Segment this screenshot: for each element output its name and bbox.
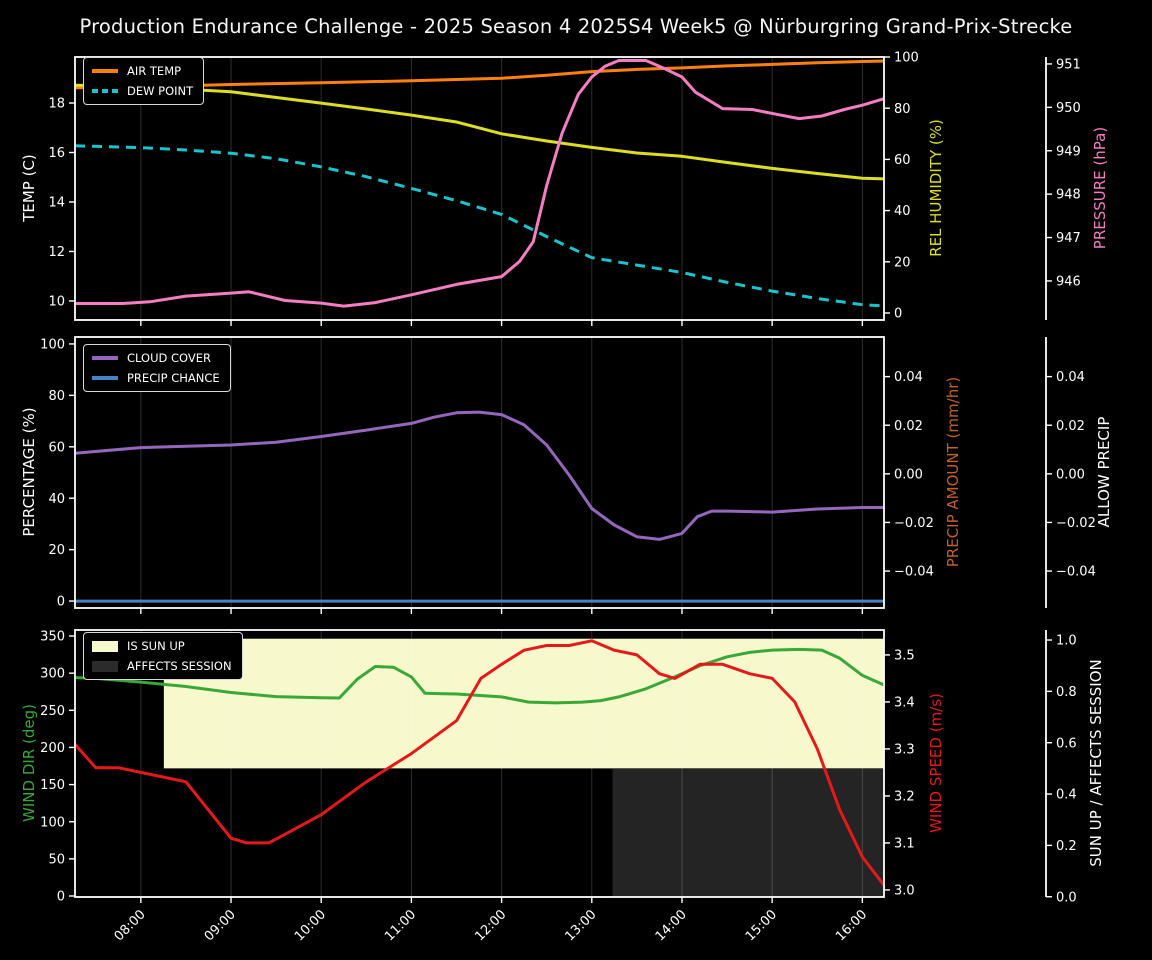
dew-point-line-swatch bbox=[92, 89, 118, 93]
tick-label: 100 bbox=[894, 51, 919, 66]
cloud-cover-line-swatch bbox=[92, 356, 118, 360]
tick-label: 3.2 bbox=[894, 789, 915, 804]
legend-label: DEW POINT bbox=[127, 84, 194, 98]
tick-label: 40 bbox=[48, 492, 65, 507]
tick-label: −0.02 bbox=[1056, 516, 1096, 531]
legend-item-dew-point: DEW POINT bbox=[92, 84, 193, 98]
legend-item-cloud-cover: CLOUD COVER bbox=[92, 351, 220, 365]
tick-label: 50 bbox=[48, 852, 65, 867]
series-pressure bbox=[75, 59, 885, 308]
figure-title: Production Endurance Challenge - 2025 Se… bbox=[79, 15, 1073, 38]
cloud-precip-panel-legend: CLOUD COVER PRECIP CHANCE bbox=[83, 344, 231, 392]
tick-label: 0.00 bbox=[1056, 467, 1085, 482]
temperature-panel-legend: AIR TEMP DEW POINT bbox=[83, 57, 205, 105]
tick-label: 0.8 bbox=[1056, 685, 1077, 700]
tick-label: −0.04 bbox=[894, 565, 934, 580]
tick-label: 0.04 bbox=[1056, 370, 1085, 385]
x-tick-label: 16:00 bbox=[833, 907, 870, 944]
is-sun-up-patch-swatch bbox=[92, 640, 118, 652]
tick-label: 18 bbox=[48, 97, 65, 112]
series-air-temp bbox=[74, 59, 885, 90]
tick-label: 80 bbox=[48, 389, 65, 404]
tick-label: 950 bbox=[1056, 101, 1081, 116]
series-wind-dir bbox=[74, 647, 885, 705]
legend-label: CLOUD COVER bbox=[127, 351, 212, 365]
tick-label: −0.04 bbox=[1056, 565, 1096, 580]
tick-label: 3.5 bbox=[894, 648, 915, 663]
tick-label: 10 bbox=[48, 294, 65, 309]
tick-label: 0.0 bbox=[1056, 890, 1077, 905]
tick-label: 0.00 bbox=[894, 467, 923, 482]
tick-label: 0.4 bbox=[1056, 788, 1077, 803]
plot-border bbox=[74, 56, 885, 321]
affects-session-patch-swatch bbox=[92, 660, 118, 672]
tick-label: 951 bbox=[1056, 57, 1081, 72]
tick-label: 350 bbox=[40, 630, 65, 645]
tick-label: 3.1 bbox=[894, 836, 915, 851]
tick-label: 300 bbox=[40, 667, 65, 682]
legend-item-affects-session: AFFECTS SESSION bbox=[92, 659, 232, 673]
series-cloud-cover bbox=[74, 410, 884, 541]
tick-label: 946 bbox=[1056, 274, 1081, 289]
plot-border bbox=[74, 336, 885, 609]
tick-label: 3.3 bbox=[894, 742, 915, 757]
tick-label: 12 bbox=[48, 245, 65, 260]
tick-label: 250 bbox=[40, 704, 65, 719]
tick-label: 947 bbox=[1056, 231, 1081, 246]
legend-label: PRECIP CHANCE bbox=[127, 371, 220, 385]
tick-label: 0.02 bbox=[1056, 419, 1085, 434]
tick-label: 80 bbox=[894, 102, 911, 117]
band-is-sun-up bbox=[163, 638, 885, 769]
wind-sun-panel-legend: IS SUN UP AFFECTS SESSION bbox=[83, 632, 243, 680]
tick-label: 0 bbox=[57, 890, 65, 905]
tick-label: 60 bbox=[894, 153, 911, 168]
tick-label: 3.0 bbox=[894, 883, 915, 898]
tick-label: 20 bbox=[48, 543, 65, 558]
x-tick-label: 14:00 bbox=[653, 907, 690, 944]
plot-border bbox=[74, 629, 885, 898]
tick-label: 100 bbox=[40, 337, 65, 352]
x-tick-label: 09:00 bbox=[202, 907, 239, 944]
legend-label: AIR TEMP bbox=[127, 64, 182, 78]
x-tick-label: 10:00 bbox=[292, 907, 329, 944]
tick-label: 0.6 bbox=[1056, 736, 1077, 751]
tick-label: 1.0 bbox=[1056, 634, 1077, 649]
legend-item-air-temp: AIR TEMP bbox=[92, 64, 193, 78]
tick-label: 948 bbox=[1056, 188, 1081, 203]
x-tick-label: 12:00 bbox=[472, 907, 509, 944]
tick-label: 0.02 bbox=[894, 419, 923, 434]
tick-label: 16 bbox=[48, 146, 65, 161]
band-affects-session bbox=[612, 768, 884, 897]
x-tick-label: 11:00 bbox=[382, 907, 419, 944]
tick-label: 20 bbox=[894, 255, 911, 270]
tick-label: 150 bbox=[40, 778, 65, 793]
series-dew-point bbox=[74, 144, 885, 308]
legend-label: AFFECTS SESSION bbox=[127, 659, 232, 673]
legend-label: IS SUN UP bbox=[127, 639, 185, 653]
x-tick-label: 13:00 bbox=[563, 907, 600, 944]
x-tick-label: 08:00 bbox=[112, 907, 149, 944]
tick-label: 60 bbox=[48, 440, 65, 455]
tick-label: 949 bbox=[1056, 144, 1081, 159]
x-tick-label: 15:00 bbox=[743, 907, 780, 944]
legend-item-is-sun-up: IS SUN UP bbox=[92, 639, 232, 653]
legend-item-precip-chance: PRECIP CHANCE bbox=[92, 371, 220, 385]
tick-label: 0 bbox=[57, 595, 65, 610]
tick-label: −0.02 bbox=[894, 516, 934, 531]
tick-label: 0 bbox=[894, 307, 902, 322]
tick-label: 3.4 bbox=[894, 695, 915, 710]
series-wind-speed bbox=[73, 639, 886, 887]
precip-chance-line-swatch bbox=[92, 376, 118, 380]
series-rel-humidity bbox=[74, 83, 885, 181]
tick-label: 40 bbox=[894, 204, 911, 219]
tick-label: 200 bbox=[40, 741, 65, 756]
tick-label: 0.04 bbox=[894, 370, 923, 385]
tick-label: 0.2 bbox=[1056, 839, 1077, 854]
tick-label: 14 bbox=[48, 196, 65, 211]
tick-label: 100 bbox=[40, 815, 65, 830]
air-temp-line-swatch bbox=[92, 69, 118, 73]
